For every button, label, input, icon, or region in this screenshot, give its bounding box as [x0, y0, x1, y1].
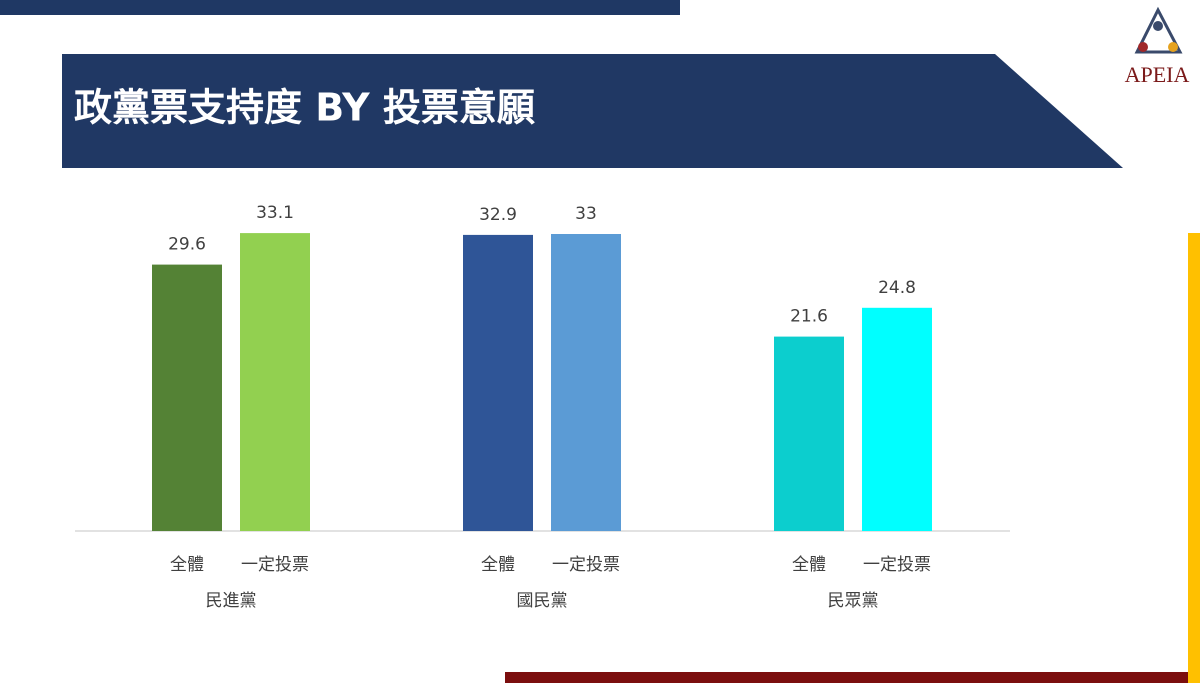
value-label: 24.8: [878, 278, 916, 298]
top-bar: [0, 0, 680, 15]
value-label: 33.1: [256, 203, 294, 223]
logo-dot: [1168, 42, 1178, 52]
logo: APEIA: [1125, 6, 1190, 87]
bar: [862, 307, 932, 531]
subcategory-label: 全體: [170, 555, 204, 575]
side-bar: [1188, 233, 1200, 683]
logo-dot: [1153, 21, 1163, 31]
logo-triangle: [1134, 6, 1183, 54]
chart-title: 政黨票支持度 BY 投票意願: [74, 86, 535, 130]
subcategory-label: 全體: [792, 555, 826, 575]
bottom-bar: [505, 672, 1200, 683]
title-banner: [62, 54, 1123, 168]
value-label: 29.6: [168, 235, 206, 255]
logo-text: APEIA: [1125, 62, 1190, 87]
category-label: 國民黨: [517, 591, 568, 611]
bar: [463, 234, 533, 531]
category-label: 民進黨: [206, 591, 257, 611]
bar: [240, 233, 310, 531]
value-label: 33: [575, 204, 597, 224]
bar: [152, 264, 222, 531]
subcategory-label: 一定投票: [241, 555, 309, 575]
logo-dot: [1138, 42, 1148, 52]
bar: [774, 336, 844, 531]
bar: [551, 234, 621, 531]
subcategory-label: 全體: [481, 555, 515, 575]
subcategory-label: 一定投票: [552, 555, 620, 575]
value-label: 21.6: [790, 307, 828, 327]
value-label: 32.9: [479, 205, 517, 225]
category-label: 民眾黨: [828, 591, 879, 611]
subcategory-label: 一定投票: [863, 555, 931, 575]
